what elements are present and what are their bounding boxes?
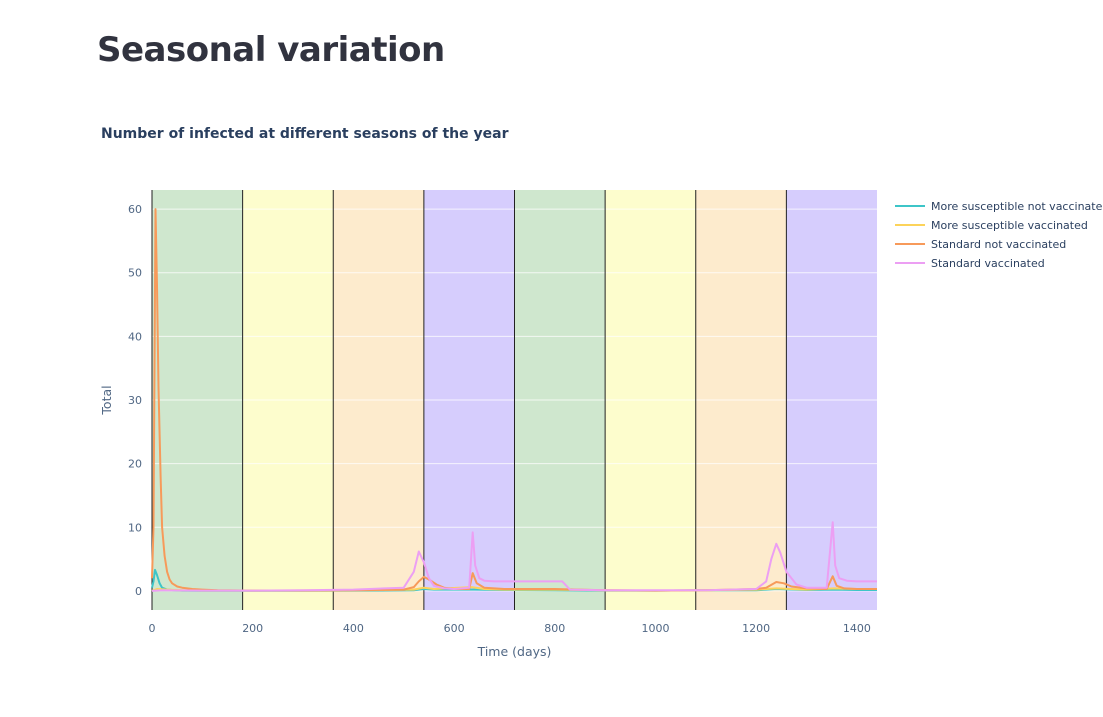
y-tick-label-3: 30 bbox=[128, 394, 142, 407]
x-tick-label-1: 200 bbox=[242, 622, 263, 635]
legend-label-3[interactable]: Standard vaccinated bbox=[931, 257, 1045, 270]
x-tick-label-6: 1200 bbox=[742, 622, 770, 635]
x-tick-label-2: 400 bbox=[343, 622, 364, 635]
series-line-2[interactable] bbox=[151, 208, 877, 592]
x-tick-label-4: 800 bbox=[544, 622, 565, 635]
x-tick-label-5: 1000 bbox=[641, 622, 669, 635]
y-tick-label-0: 0 bbox=[135, 585, 142, 598]
y-tick-label-2: 20 bbox=[128, 458, 142, 471]
x-tick-label-7: 1400 bbox=[843, 622, 871, 635]
x-axis-label: Time (days) bbox=[477, 644, 552, 659]
y-tick-label-6: 60 bbox=[128, 203, 142, 216]
series-line-3[interactable] bbox=[151, 521, 877, 592]
y-axis-label: Total bbox=[99, 385, 114, 415]
legend-label-0[interactable]: More susceptible not vaccinated bbox=[931, 200, 1103, 213]
chart-title: Number of infected at different seasons … bbox=[101, 126, 509, 142]
legend-label-2[interactable]: Standard not vaccinated bbox=[931, 238, 1066, 251]
y-tick-label-4: 40 bbox=[128, 330, 142, 343]
x-tick-label-0: 0 bbox=[149, 622, 156, 635]
y-tick-label-1: 10 bbox=[128, 521, 142, 534]
page-title: Seasonal variation bbox=[97, 30, 445, 70]
x-tick-label-3: 600 bbox=[444, 622, 465, 635]
y-tick-label-5: 50 bbox=[128, 267, 142, 280]
legend-label-1[interactable]: More susceptible vaccinated bbox=[931, 219, 1088, 232]
